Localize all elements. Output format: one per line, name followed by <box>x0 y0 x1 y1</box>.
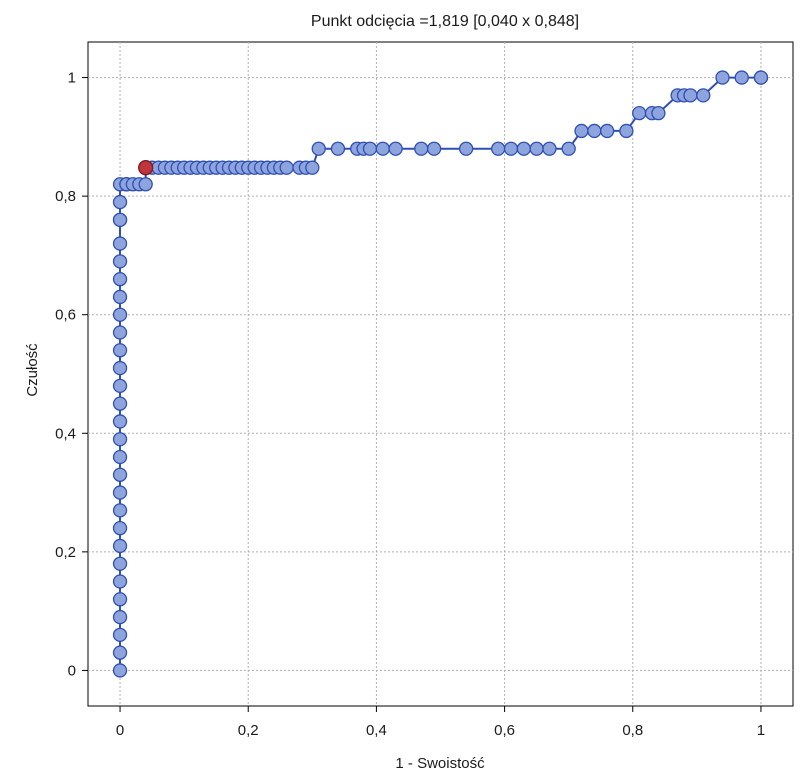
y-tick-label: 1 <box>68 70 76 87</box>
data-point <box>587 123 602 139</box>
data-point <box>112 236 128 251</box>
data-point <box>599 123 615 139</box>
series-points-group <box>112 70 769 678</box>
data-point <box>715 70 730 85</box>
data-point <box>279 160 294 175</box>
data-point <box>426 141 442 156</box>
data-point <box>112 212 128 228</box>
data-point <box>734 70 749 85</box>
data-point <box>112 574 128 589</box>
data-point <box>112 449 128 465</box>
data-point <box>529 141 544 156</box>
data-point <box>112 414 128 429</box>
cutoff-point <box>138 160 154 176</box>
data-point <box>632 105 647 121</box>
data-point <box>388 141 403 156</box>
data-point <box>683 88 698 103</box>
data-point <box>112 556 128 571</box>
y-tick-label: 0,6 <box>55 307 76 324</box>
data-point <box>112 432 128 447</box>
data-point <box>112 609 128 625</box>
data-point <box>696 88 711 103</box>
data-point <box>375 141 390 156</box>
x-tick-label: 0,2 <box>238 722 259 739</box>
data-point <box>112 503 128 518</box>
data-point <box>414 141 429 156</box>
data-point <box>112 627 128 643</box>
data-point <box>112 307 128 322</box>
data-point <box>112 360 128 376</box>
data-point <box>112 592 128 607</box>
chart-title: Punkt odcięcia =1,819 [0,040 x 0,848] <box>311 13 579 30</box>
data-point <box>503 141 519 156</box>
x-tick-label: 0,6 <box>494 722 515 739</box>
data-point <box>753 70 769 85</box>
axes: 0 0,2 0,4 0,6 0,8 1 0 0,2 0,4 0,6 0,8 1 <box>55 70 765 739</box>
data-point <box>491 141 506 156</box>
data-point <box>574 123 589 139</box>
data-point <box>138 177 153 192</box>
data-point <box>112 325 128 340</box>
data-point <box>112 254 128 269</box>
data-point <box>112 520 128 536</box>
y-tick-label: 0,2 <box>55 544 76 561</box>
data-point <box>311 141 326 156</box>
x-axis-label: 1 - Swoistość <box>395 755 485 772</box>
data-point <box>112 467 128 482</box>
x-tick-label: 1 <box>757 722 765 739</box>
x-tick-label: 0 <box>116 722 124 739</box>
grid-lines <box>88 42 793 706</box>
data-point <box>305 160 320 175</box>
data-point <box>542 141 557 156</box>
data-point <box>112 663 128 678</box>
y-tick-label: 0,8 <box>55 188 76 205</box>
data-point <box>112 271 128 287</box>
x-tick-label: 0,4 <box>366 722 387 739</box>
data-point <box>651 105 666 121</box>
data-point <box>112 396 128 411</box>
data-point <box>458 141 474 156</box>
x-tick-label: 0,8 <box>622 722 643 739</box>
y-axis-label: Czułość <box>24 343 41 397</box>
data-point <box>561 141 576 156</box>
data-point <box>112 538 128 554</box>
data-point <box>516 141 531 156</box>
data-point <box>112 194 128 210</box>
y-tick-label: 0,4 <box>55 425 76 442</box>
data-point <box>112 485 128 500</box>
data-point <box>112 289 128 305</box>
data-point <box>362 141 378 156</box>
data-point <box>330 141 346 156</box>
y-tick-label: 0 <box>68 662 76 679</box>
data-point <box>112 343 128 358</box>
data-point <box>112 645 128 660</box>
data-point <box>112 378 128 394</box>
plot-area <box>87 41 794 707</box>
data-point <box>619 123 634 139</box>
